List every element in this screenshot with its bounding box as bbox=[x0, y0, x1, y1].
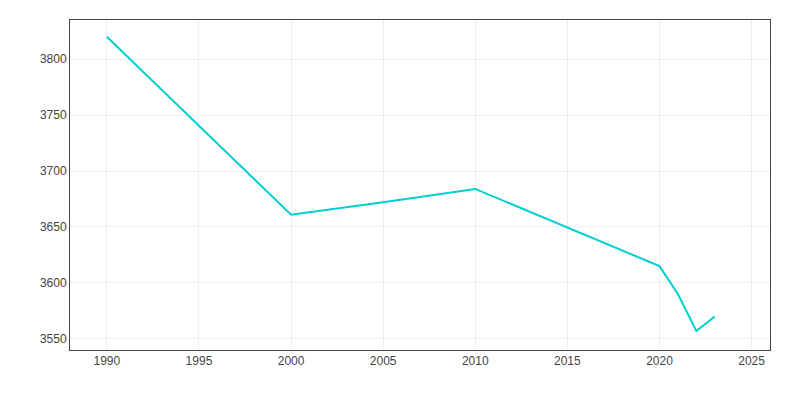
svg-text:2025: 2025 bbox=[738, 354, 765, 368]
svg-text:1990: 1990 bbox=[93, 354, 120, 368]
svg-text:2005: 2005 bbox=[370, 354, 397, 368]
svg-text:3700: 3700 bbox=[40, 164, 67, 178]
svg-text:3750: 3750 bbox=[40, 108, 67, 122]
svg-text:2000: 2000 bbox=[278, 354, 305, 368]
svg-text:3650: 3650 bbox=[40, 220, 67, 234]
svg-text:1995: 1995 bbox=[186, 354, 213, 368]
svg-text:2010: 2010 bbox=[462, 354, 489, 368]
svg-text:3550: 3550 bbox=[40, 332, 67, 346]
svg-text:2015: 2015 bbox=[554, 354, 581, 368]
svg-text:3800: 3800 bbox=[40, 52, 67, 66]
svg-text:3600: 3600 bbox=[40, 276, 67, 290]
svg-text:2020: 2020 bbox=[646, 354, 673, 368]
